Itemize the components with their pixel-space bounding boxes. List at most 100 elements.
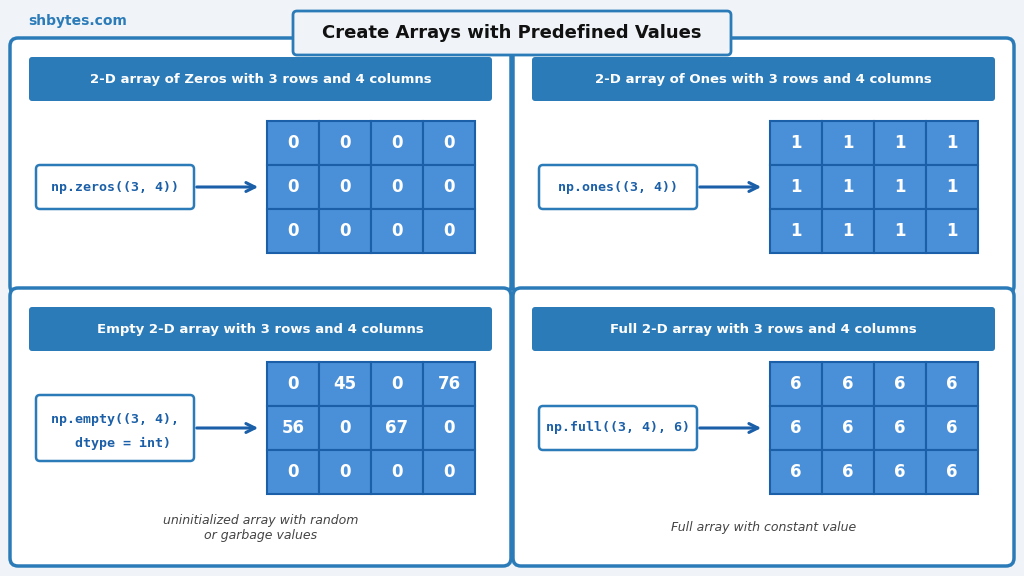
Text: 1: 1 [791, 178, 802, 196]
Text: 1: 1 [946, 222, 957, 240]
Bar [770, 209, 822, 253]
FancyBboxPatch shape [513, 288, 1014, 566]
Bar [423, 406, 475, 450]
Text: 6: 6 [946, 463, 957, 481]
Text: 1: 1 [946, 178, 957, 196]
Bar [319, 406, 371, 450]
Bar [267, 362, 319, 406]
FancyBboxPatch shape [36, 395, 194, 461]
Text: 0: 0 [443, 222, 455, 240]
Text: 1: 1 [894, 178, 906, 196]
Bar [926, 209, 978, 253]
Text: 2-D array of Zeros with 3 rows and 4 columns: 2-D array of Zeros with 3 rows and 4 col… [90, 73, 431, 85]
Text: np.full((3, 4), 6): np.full((3, 4), 6) [546, 422, 690, 434]
Text: 1: 1 [791, 134, 802, 152]
Text: Full array with constant value: Full array with constant value [671, 521, 856, 535]
Bar [926, 121, 978, 165]
Bar [371, 450, 423, 494]
Text: 6: 6 [894, 419, 906, 437]
Bar [319, 209, 371, 253]
Bar [874, 450, 926, 494]
Text: 0: 0 [339, 463, 351, 481]
Bar [267, 406, 319, 450]
Text: 0: 0 [391, 178, 402, 196]
Bar [822, 406, 874, 450]
Text: 6: 6 [894, 463, 906, 481]
Bar [926, 165, 978, 209]
FancyBboxPatch shape [293, 11, 731, 55]
Bar [874, 165, 926, 209]
Text: 6: 6 [843, 463, 854, 481]
Bar [371, 362, 423, 406]
Bar [423, 362, 475, 406]
Bar [770, 406, 822, 450]
Text: 6: 6 [791, 375, 802, 393]
Bar [822, 362, 874, 406]
Text: 0: 0 [288, 222, 299, 240]
Text: 1: 1 [946, 134, 957, 152]
FancyBboxPatch shape [532, 307, 995, 351]
Text: 0: 0 [391, 375, 402, 393]
Text: 0: 0 [339, 419, 351, 437]
Bar [874, 362, 926, 406]
Bar [926, 362, 978, 406]
FancyBboxPatch shape [10, 38, 511, 294]
Bar [822, 165, 874, 209]
Bar [770, 121, 822, 165]
FancyBboxPatch shape [539, 406, 697, 450]
Bar [371, 165, 423, 209]
Text: 6: 6 [946, 419, 957, 437]
Text: 67: 67 [385, 419, 409, 437]
FancyBboxPatch shape [513, 38, 1014, 294]
Text: 0: 0 [443, 463, 455, 481]
Bar [423, 209, 475, 253]
Text: 0: 0 [288, 134, 299, 152]
Bar [926, 406, 978, 450]
Text: 6: 6 [843, 375, 854, 393]
Text: 1: 1 [894, 222, 906, 240]
Bar [770, 450, 822, 494]
Text: Empty 2-D array with 3 rows and 4 columns: Empty 2-D array with 3 rows and 4 column… [97, 323, 424, 335]
Bar [822, 121, 874, 165]
FancyBboxPatch shape [532, 57, 995, 101]
Bar [371, 121, 423, 165]
Bar [267, 209, 319, 253]
FancyBboxPatch shape [29, 57, 492, 101]
Bar [874, 209, 926, 253]
Text: 6: 6 [843, 419, 854, 437]
Text: 1: 1 [791, 222, 802, 240]
Bar [874, 121, 926, 165]
Bar [423, 165, 475, 209]
Text: np.ones((3, 4)): np.ones((3, 4)) [558, 180, 678, 194]
Text: 1: 1 [843, 222, 854, 240]
Text: 76: 76 [437, 375, 461, 393]
Text: 45: 45 [334, 375, 356, 393]
Bar [371, 209, 423, 253]
Bar [319, 165, 371, 209]
FancyBboxPatch shape [10, 288, 511, 566]
Bar [423, 450, 475, 494]
Bar [926, 450, 978, 494]
Text: 6: 6 [791, 419, 802, 437]
Bar [423, 121, 475, 165]
Bar [822, 450, 874, 494]
Text: 0: 0 [443, 419, 455, 437]
Bar [319, 450, 371, 494]
Text: 0: 0 [288, 463, 299, 481]
Text: 0: 0 [443, 178, 455, 196]
Text: np.empty((3, 4),: np.empty((3, 4), [51, 414, 179, 426]
Text: 0: 0 [339, 178, 351, 196]
Text: 6: 6 [894, 375, 906, 393]
Text: dtype = int): dtype = int) [59, 437, 171, 450]
Text: 6: 6 [946, 375, 957, 393]
FancyBboxPatch shape [539, 165, 697, 209]
Bar [319, 121, 371, 165]
Text: 0: 0 [288, 375, 299, 393]
Bar [822, 209, 874, 253]
Text: 0: 0 [391, 134, 402, 152]
Text: 0: 0 [391, 463, 402, 481]
Text: 0: 0 [391, 222, 402, 240]
FancyBboxPatch shape [29, 307, 492, 351]
Bar [770, 165, 822, 209]
Text: 6: 6 [791, 463, 802, 481]
